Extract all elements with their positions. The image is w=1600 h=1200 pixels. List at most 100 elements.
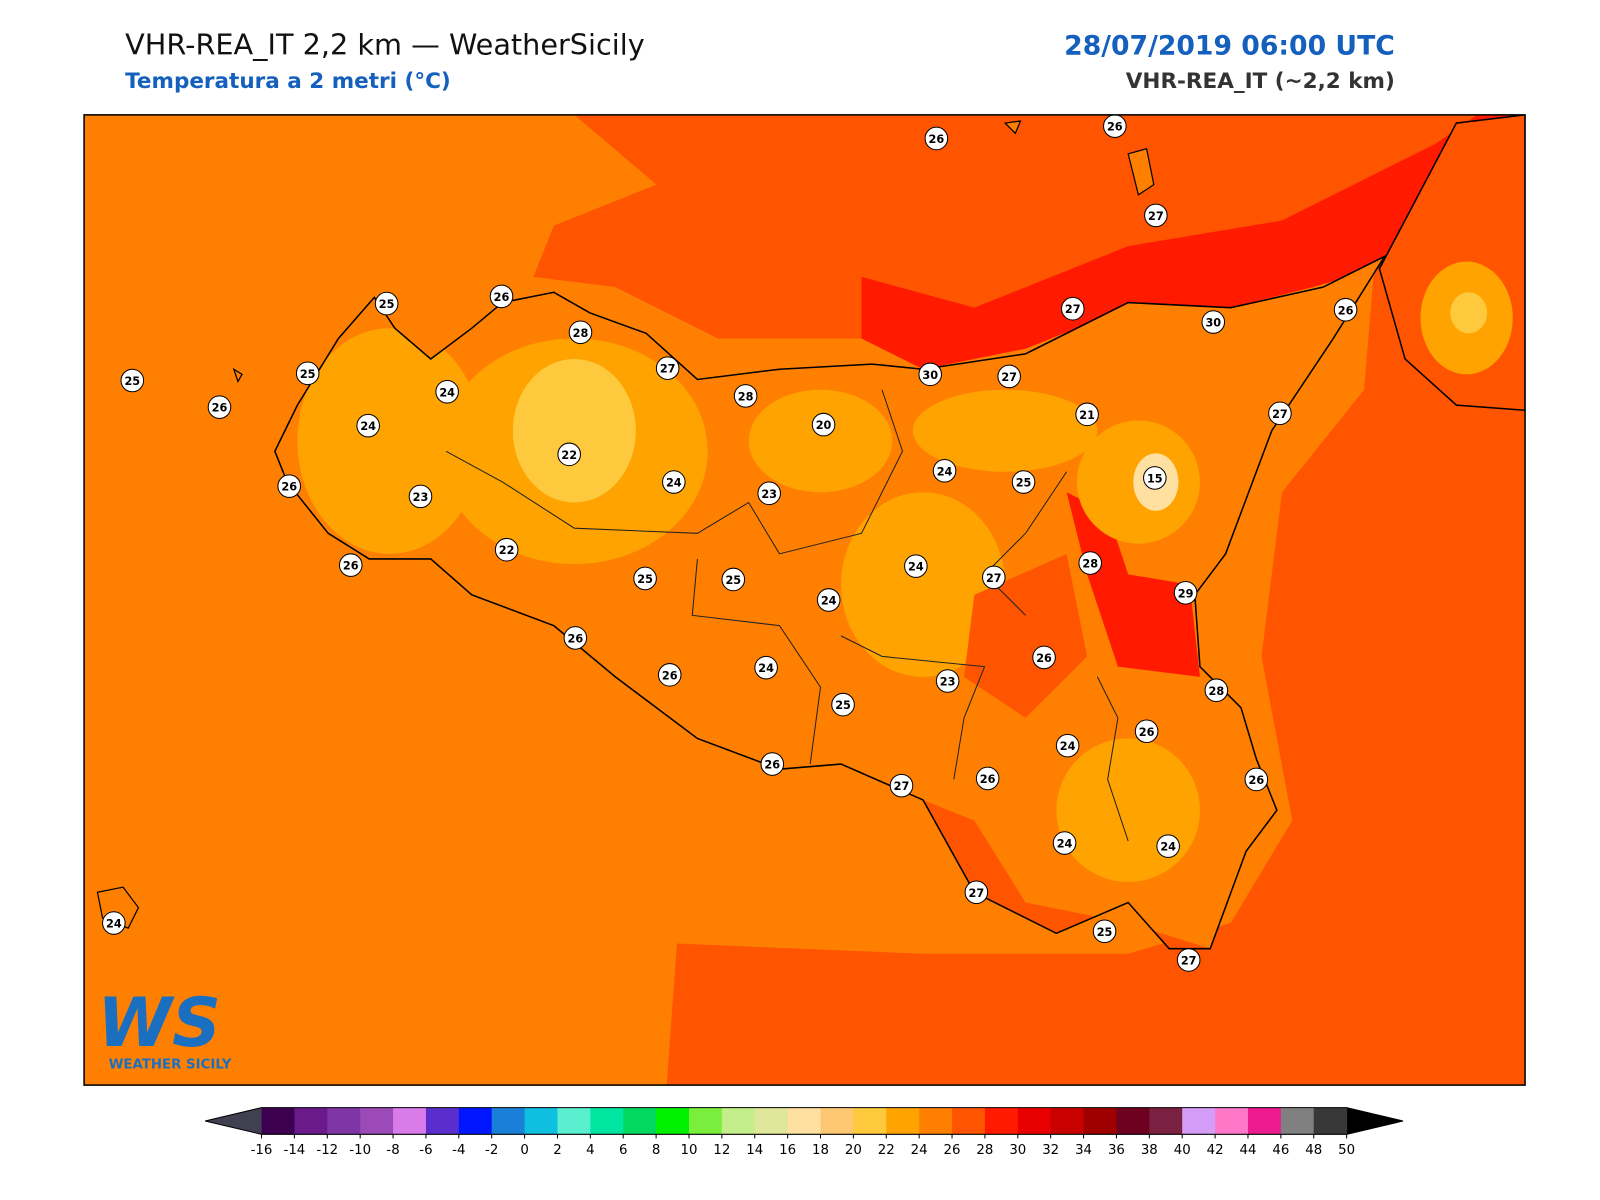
zone <box>512 358 636 503</box>
station-value: 27 <box>1065 303 1081 316</box>
station-value: 28 <box>1082 558 1098 571</box>
station-marker <box>435 379 459 404</box>
colorbar-tick-label: 6 <box>619 1143 627 1158</box>
station-marker <box>1201 310 1226 334</box>
colorbar-tick-label: 48 <box>1305 1143 1322 1158</box>
logo-name: WEATHER SICILY <box>109 1058 232 1073</box>
station-marker <box>568 320 593 345</box>
station-value: 26 <box>1139 726 1155 739</box>
colorbar-swatch <box>656 1107 690 1135</box>
station-marker <box>811 412 836 437</box>
station-value: 24 <box>1060 740 1076 753</box>
stations: 26 26 27 25 26 28 25 25 26 24 27 28 30 27 27 30 26 27 21 20… <box>102 114 1358 972</box>
station-value: 27 <box>660 363 676 376</box>
station-value: 25 <box>725 574 741 587</box>
station-marker <box>1144 203 1168 228</box>
colorbar-tick-label: 10 <box>681 1143 698 1158</box>
colorbar-tick-label: 8 <box>652 1143 660 1158</box>
station-value: 25 <box>637 573 653 586</box>
station-marker <box>120 368 145 393</box>
station-value: 26 <box>929 133 945 146</box>
station-marker <box>997 364 1021 389</box>
station-marker <box>662 470 686 494</box>
colorbar-tick-label: 24 <box>911 1143 928 1158</box>
station-marker <box>1143 466 1167 490</box>
station-value: 25 <box>1016 477 1032 490</box>
station-marker <box>904 554 928 578</box>
colorbar-tick-label: -2 <box>485 1143 498 1158</box>
station-value: 24 <box>439 386 455 399</box>
station-value: 22 <box>561 449 577 462</box>
station-marker <box>1011 470 1036 494</box>
station-value: 27 <box>894 780 910 793</box>
station-marker <box>1173 581 1198 605</box>
colorbar-swatch <box>754 1107 789 1135</box>
colorbar-tick-label: 22 <box>878 1143 895 1158</box>
station-marker <box>1092 919 1117 944</box>
colorbar-tick-label: 16 <box>779 1143 796 1158</box>
station-marker <box>1055 733 1080 758</box>
station-value: 29 <box>1178 587 1194 600</box>
station-marker <box>721 567 746 592</box>
colorbar-tick-label: 12 <box>713 1143 730 1158</box>
station-marker <box>1268 401 1292 426</box>
station-marker <box>1078 551 1103 575</box>
colorbar-swatch <box>327 1107 361 1135</box>
station-marker <box>408 484 433 509</box>
station-value: 25 <box>1097 926 1113 939</box>
station-value: 25 <box>835 699 851 712</box>
colorbar-tick-label: 32 <box>1042 1143 1059 1158</box>
colorbar-tick-label: -4 <box>452 1143 465 1158</box>
colorbar-over <box>1346 1107 1404 1135</box>
station-value: 26 <box>1107 121 1123 134</box>
colorbar-tick-label: -10 <box>349 1143 371 1158</box>
colorbar-swatch <box>425 1107 460 1135</box>
station-value: 27 <box>1272 408 1288 421</box>
colorbar-swatch <box>853 1107 887 1135</box>
station-value: 24 <box>106 918 122 931</box>
colorbar-swatch <box>886 1107 920 1135</box>
colorbar-swatch <box>1149 1107 1183 1135</box>
station-value: 21 <box>1079 409 1095 422</box>
station-value: 23 <box>940 676 956 689</box>
station-value: 27 <box>1148 210 1164 223</box>
colorbar-swatch <box>458 1107 493 1135</box>
station-value: 30 <box>922 369 938 382</box>
title: VHR-REA_IT 2,2 km — WeatherSicily <box>125 27 645 61</box>
colorbar-swatch <box>1215 1107 1249 1135</box>
islands <box>96 120 1155 929</box>
colorbar-tick-label: 38 <box>1141 1143 1158 1158</box>
colorbar: -16 -14 -12 -10 -8 -6 -4 -2 0 2 4 6 8 10 12 14 16 18 20 22 2… <box>205 1107 1404 1158</box>
land-field <box>297 328 1211 949</box>
station-value: 28 <box>1209 685 1225 698</box>
station-marker <box>975 766 1000 791</box>
colorbar-swatch <box>261 1107 295 1135</box>
station-value: 24 <box>908 561 924 574</box>
colorbar-under <box>205 1107 262 1135</box>
station-marker <box>935 669 960 693</box>
model: VHR-REA_IT (~2,2 km) <box>1126 69 1395 94</box>
station-value: 24 <box>1160 841 1176 854</box>
station-marker <box>1032 645 1056 670</box>
station-value: 28 <box>573 327 589 340</box>
colorbar-tick-label: 14 <box>746 1143 763 1158</box>
station-value: 24 <box>821 595 837 608</box>
colorbar-tick-label: 0 <box>520 1143 528 1158</box>
station-marker <box>1075 402 1099 427</box>
station-value: 23 <box>761 488 777 501</box>
colorbar-swatch <box>1116 1107 1150 1135</box>
zone <box>1066 492 1200 677</box>
station-value: 26 <box>980 773 996 786</box>
colorbar-swatch <box>1050 1107 1085 1135</box>
station-value: 24 <box>758 662 774 675</box>
station-value: 24 <box>937 465 953 478</box>
station-marker <box>1156 834 1180 858</box>
colorbar-swatch <box>1280 1107 1315 1135</box>
colorbar-swatch <box>590 1107 624 1135</box>
colorbar-swatch <box>787 1107 822 1135</box>
station-value: 25 <box>300 368 316 381</box>
province-borders <box>445 389 1129 842</box>
colorbar-tick-label: 18 <box>812 1143 829 1158</box>
station-marker <box>356 413 380 438</box>
